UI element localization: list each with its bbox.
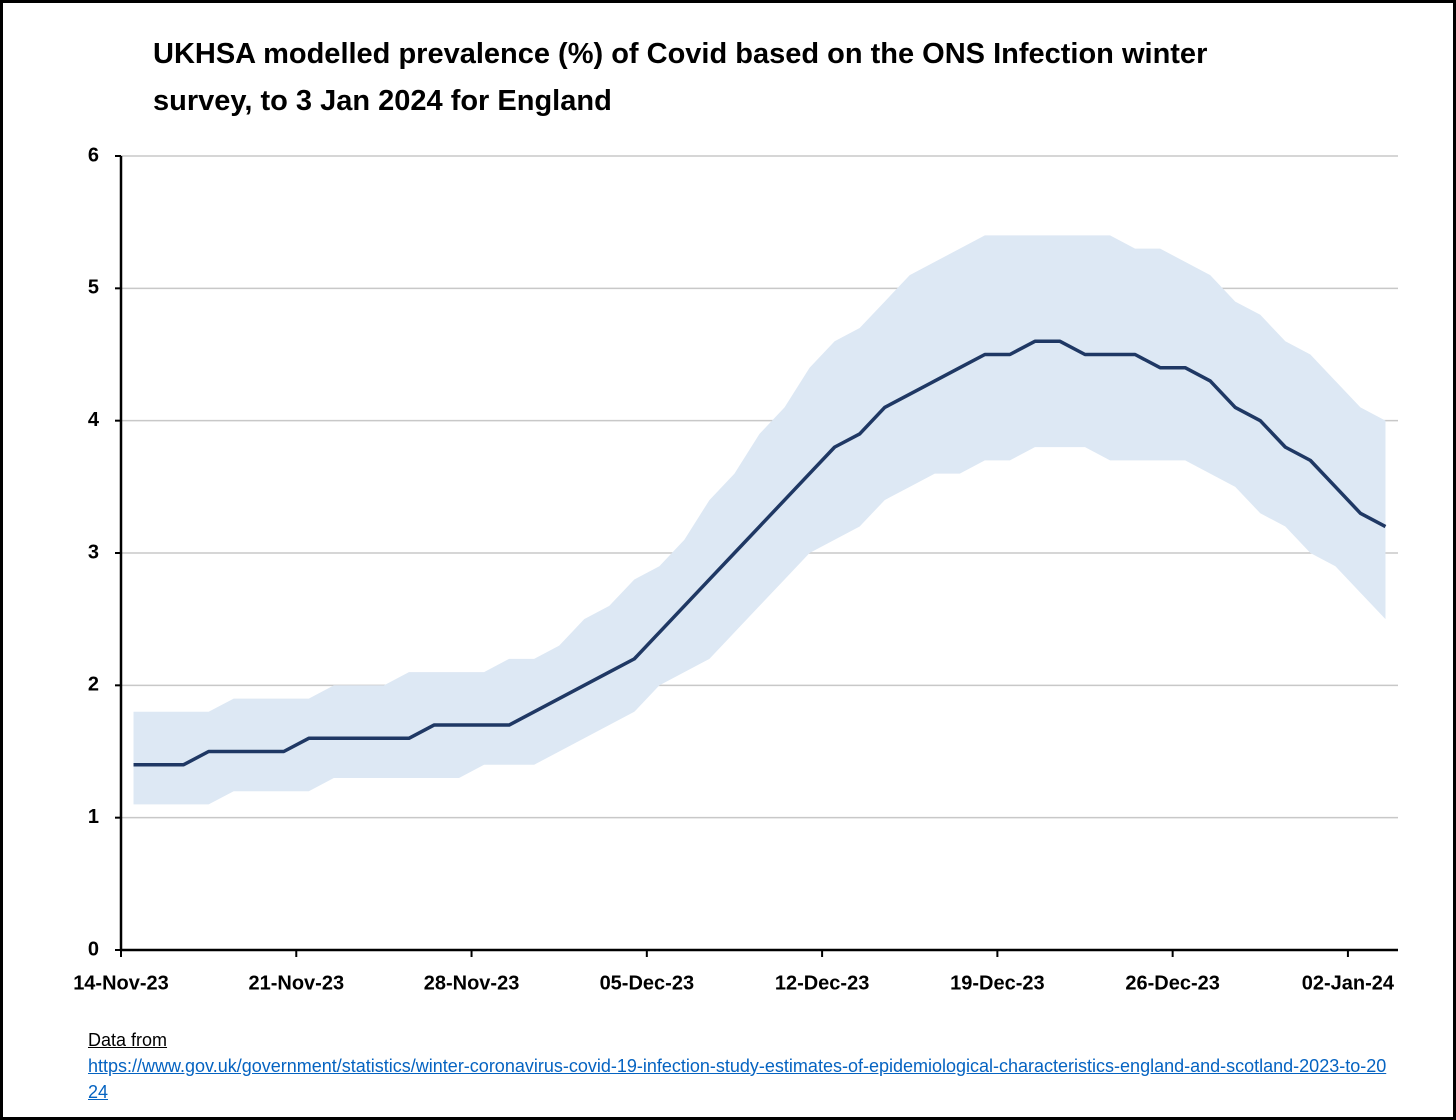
y-tick-label: 1 xyxy=(88,806,99,828)
series-line xyxy=(133,339,1387,767)
x-tick-label: 14-Nov-23 xyxy=(73,972,169,994)
y-tick-label: 2 xyxy=(88,674,99,696)
x-tick-label: 19-Dec-23 xyxy=(950,972,1045,994)
source-link[interactable]: https://www.gov.uk/government/statistics… xyxy=(88,1056,1387,1102)
x-tick-label: 02-Jan-24 xyxy=(1302,972,1395,994)
y-tick-label: 4 xyxy=(88,409,100,431)
y-tick-label: 6 xyxy=(88,144,99,166)
x-tick-label: 21-Nov-23 xyxy=(248,972,344,994)
chart: 0 1 2 3 4 5 6 14-Nov-23 21-Nov-23 28-Nov-23 05-Dec… xyxy=(73,144,1398,994)
y-tick-label: 3 xyxy=(88,541,99,563)
x-tick-label: 05-Dec-23 xyxy=(600,972,695,994)
source-label: Data from xyxy=(88,1030,168,1050)
chart-title: UKHSA modelled prevalence (%) of Covid b… xyxy=(153,38,1208,117)
x-tick-label: 26-Dec-23 xyxy=(1125,972,1220,994)
confidence-band xyxy=(133,235,1386,805)
x-tick-label: 12-Dec-23 xyxy=(775,972,870,994)
source: Data from https://www.gov.uk/government/… xyxy=(88,1027,1388,1105)
x-tick-label: 28-Nov-23 xyxy=(424,972,520,994)
y-tick-label: 0 xyxy=(88,938,99,960)
y-tick-label: 5 xyxy=(88,277,99,299)
